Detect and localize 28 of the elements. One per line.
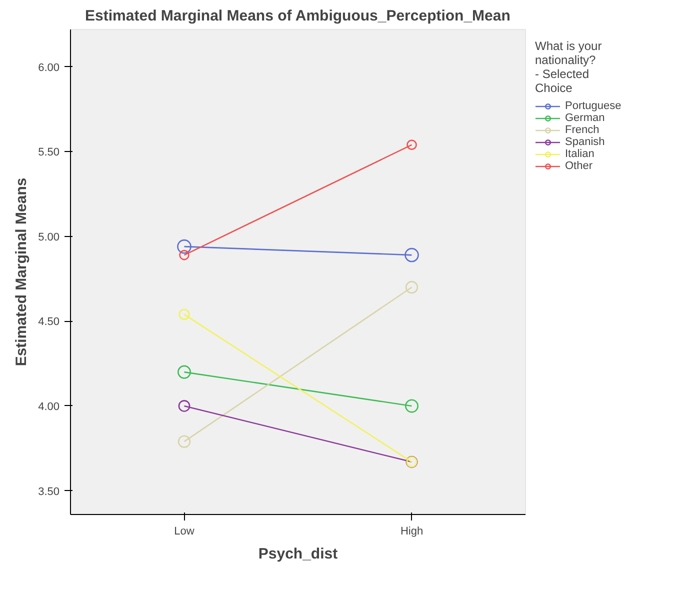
point — [177, 239, 192, 254]
x-tick-label: High — [400, 526, 424, 538]
legend-label: Other — [565, 160, 593, 172]
y-tick-label: 4.50 — [38, 316, 60, 328]
point — [406, 140, 417, 150]
y-tick-label: 5.00 — [38, 231, 60, 244]
point — [404, 248, 419, 262]
point — [178, 400, 190, 412]
y-tick-label: 4.00 — [38, 400, 60, 413]
y-axis-title: Estimated Marginal Means — [13, 178, 30, 366]
legend-label: German — [565, 112, 605, 124]
legend-label: Italian — [565, 148, 594, 160]
legend-label: French — [565, 124, 600, 136]
y-tick-label: 3.50 — [38, 486, 60, 498]
legend-title: What is your nationality? - Selected Choice — [535, 39, 603, 95]
point — [179, 250, 190, 260]
point — [178, 365, 191, 379]
point — [178, 435, 191, 448]
legend-label: Spanish — [565, 136, 605, 148]
point — [405, 280, 418, 294]
chart-title: Estimated Marginal Means of Ambiguous_Perception_Mean — [85, 8, 510, 24]
legend-label: Portuguese — [565, 100, 622, 112]
x-axis-title: Psych_dist — [258, 546, 338, 562]
point — [178, 308, 190, 320]
y-tick-label: 6.00 — [38, 62, 60, 74]
point — [405, 399, 418, 413]
x-tick-label: Low — [174, 526, 194, 538]
y-tick-label: 5.50 — [38, 146, 60, 159]
